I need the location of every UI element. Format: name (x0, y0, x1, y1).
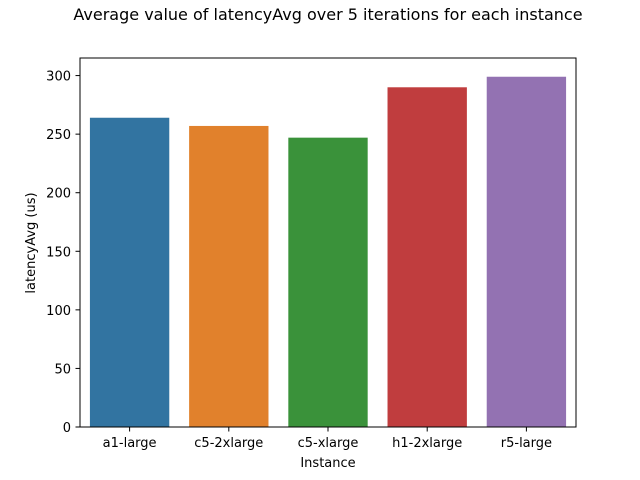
y-tick-label: 200 (46, 187, 71, 202)
y-tick-label: 0 (63, 421, 71, 436)
y-tick-label: 300 (46, 70, 71, 85)
x-axis: a1-large c5-2xlarge c5-xlarge h1-2xlarge r5-… (103, 427, 552, 451)
y-tick-label: 50 (54, 362, 71, 377)
bar-r5-large (486, 76, 567, 427)
bar-c5-xlarge (288, 137, 368, 427)
chart-title: Average value of latencyAvg over 5 itera… (73, 5, 582, 24)
plot-area (79, 57, 577, 428)
x-tick-label: a1-large (103, 436, 157, 451)
y-tick-label: 250 (46, 128, 71, 143)
x-tick-label: c5-2xlarge (194, 436, 263, 451)
y-axis-label: latencyAvg (us) (24, 192, 39, 293)
y-axis: 0 50 100 150 200 250 300 (46, 70, 80, 436)
x-tick-label: r5-large (501, 436, 552, 451)
y-tick-label: 100 (46, 304, 71, 319)
bar-c5-2xlarge (189, 125, 269, 427)
bar-a1-large (89, 117, 170, 427)
y-tick-label: 150 (46, 245, 71, 260)
x-axis-label: Instance (300, 456, 355, 471)
bar-h1-2xlarge (387, 87, 467, 428)
x-tick-label: c5-xlarge (298, 436, 359, 451)
x-tick-label: h1-2xlarge (392, 436, 462, 451)
